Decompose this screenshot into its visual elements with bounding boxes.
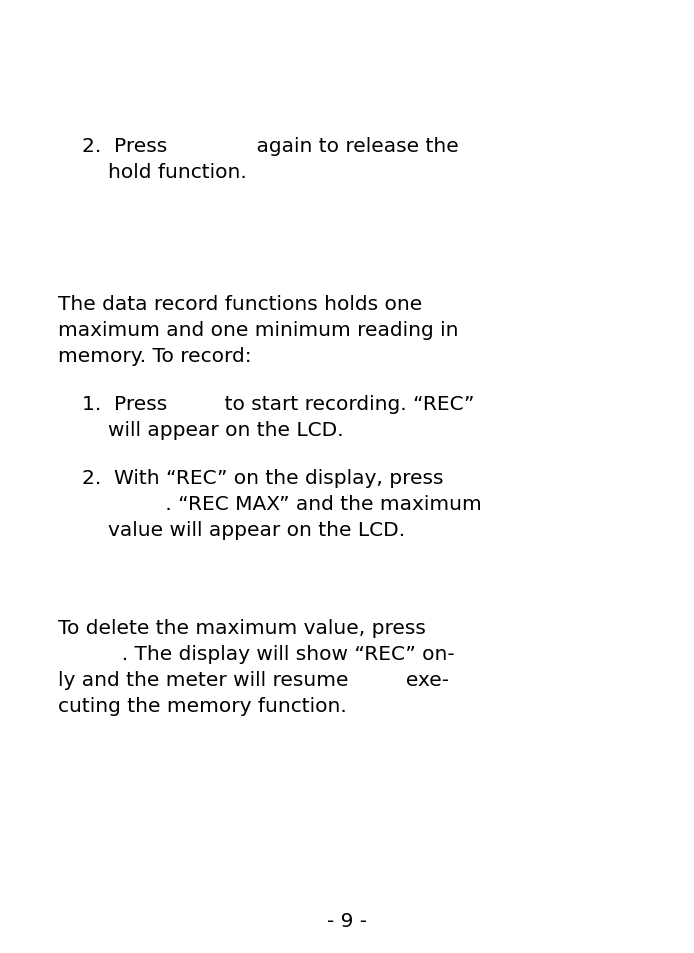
Text: 1.  Press         to start recording. “REC”: 1. Press to start recording. “REC”	[82, 395, 475, 414]
Text: - 9 -: - 9 -	[327, 911, 367, 930]
Text: The data record functions holds one: The data record functions holds one	[58, 294, 422, 314]
Text: value will appear on the LCD.: value will appear on the LCD.	[108, 520, 405, 539]
Text: ly and the meter will resume         exe-: ly and the meter will resume exe-	[58, 670, 449, 689]
Text: will appear on the LCD.: will appear on the LCD.	[108, 420, 344, 439]
Text: maximum and one minimum reading in: maximum and one minimum reading in	[58, 320, 459, 339]
Text: 2.  With “REC” on the display, press: 2. With “REC” on the display, press	[82, 469, 443, 488]
Text: . “REC MAX” and the maximum: . “REC MAX” and the maximum	[108, 495, 482, 514]
Text: hold function.: hold function.	[108, 163, 247, 182]
Text: cuting the memory function.: cuting the memory function.	[58, 697, 347, 716]
Text: To delete the maximum value, press: To delete the maximum value, press	[58, 618, 426, 638]
Text: memory. To record:: memory. To record:	[58, 347, 252, 366]
Text: . The display will show “REC” on-: . The display will show “REC” on-	[58, 644, 455, 663]
Text: 2.  Press              again to release the: 2. Press again to release the	[82, 137, 459, 156]
